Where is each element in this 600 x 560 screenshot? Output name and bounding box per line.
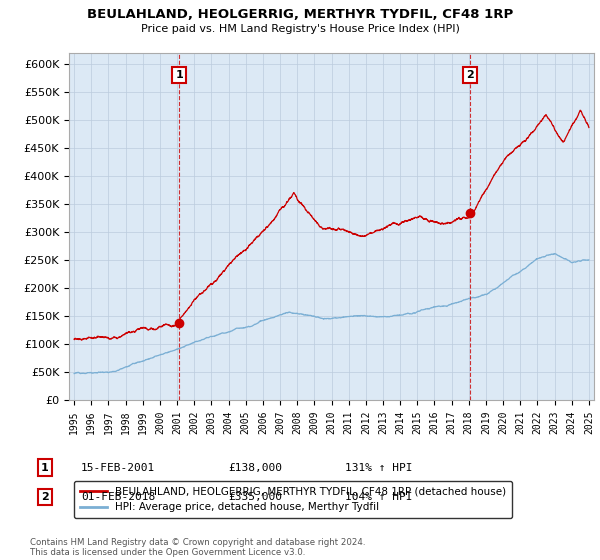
Text: 131% ↑ HPI: 131% ↑ HPI — [345, 463, 413, 473]
Text: BEULAHLAND, HEOLGERRIG, MERTHYR TYDFIL, CF48 1RP: BEULAHLAND, HEOLGERRIG, MERTHYR TYDFIL, … — [87, 8, 513, 21]
Text: 1: 1 — [175, 70, 183, 80]
Text: £335,000: £335,000 — [228, 492, 282, 502]
Text: Contains HM Land Registry data © Crown copyright and database right 2024.
This d: Contains HM Land Registry data © Crown c… — [30, 538, 365, 557]
Text: 01-FEB-2018: 01-FEB-2018 — [81, 492, 155, 502]
FancyBboxPatch shape — [30, 406, 582, 456]
Text: 15-FEB-2001: 15-FEB-2001 — [81, 463, 155, 473]
Text: Price paid vs. HM Land Registry's House Price Index (HPI): Price paid vs. HM Land Registry's House … — [140, 24, 460, 34]
Text: 2: 2 — [41, 492, 49, 502]
Legend: BEULAHLAND, HEOLGERRIG, MERTHYR TYDFIL, CF48 1RP (detached house), HPI: Average : BEULAHLAND, HEOLGERRIG, MERTHYR TYDFIL, … — [74, 480, 512, 519]
Text: 104% ↑ HPI: 104% ↑ HPI — [345, 492, 413, 502]
Text: 2: 2 — [466, 70, 474, 80]
Text: £138,000: £138,000 — [228, 463, 282, 473]
Text: 1: 1 — [41, 463, 49, 473]
